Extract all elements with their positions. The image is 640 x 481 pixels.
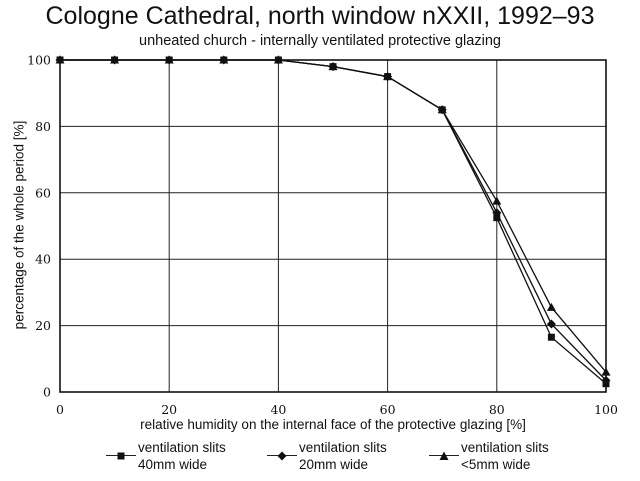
chart-subtitle: unheated church - internally ventilated …: [139, 33, 501, 49]
y-tick-label: 60: [35, 185, 51, 200]
x-axis-label: relative humidity on the internal face o…: [140, 417, 526, 432]
data-point-square: [547, 333, 555, 341]
tick-labels: 0 20 40 60 80 100 0 20 40 60 80 100: [27, 53, 618, 418]
y-axis-label: percentage of the whole period [%]: [11, 120, 27, 330]
series-group: [55, 55, 611, 388]
y-tick-label: 100: [27, 53, 51, 68]
legend-item-40mm: ventilation slits 40mm wide: [106, 440, 266, 476]
grid: [60, 60, 606, 392]
series-triangle: [55, 55, 611, 376]
series-line: [60, 59, 607, 381]
x-tick-label: 0: [56, 402, 64, 417]
legend-label-line1: ventilation slits: [299, 440, 387, 455]
x-tick-label: 40: [270, 402, 286, 417]
x-tick-label: 80: [489, 402, 505, 417]
y-tick-label: 0: [43, 385, 51, 400]
legend-label-line2: <5mm wide: [461, 457, 531, 472]
data-point-square: [493, 214, 501, 222]
diamond-marker-icon: [277, 451, 287, 461]
triangle-marker-icon: [439, 451, 449, 460]
series-diamond: [55, 55, 611, 385]
legend-item-5mm: ventilation slits <5mm wide: [429, 440, 599, 476]
x-tick-label: 100: [594, 402, 618, 417]
data-point-triangle: [383, 72, 393, 81]
data-point-triangle: [492, 196, 502, 205]
data-point-triangle: [546, 302, 556, 311]
x-tick-label: 60: [380, 402, 396, 417]
data-point-triangle: [437, 105, 447, 114]
data-point-diamond: [546, 319, 556, 329]
y-tick-label: 80: [35, 119, 51, 134]
x-tick-label: 20: [161, 402, 177, 417]
y-tick-label: 20: [35, 318, 51, 333]
legend-item-20mm: ventilation slits 20mm wide: [267, 440, 427, 476]
legend-label-line1: ventilation slits: [461, 440, 549, 455]
legend-label-line2: 20mm wide: [299, 457, 369, 472]
legend-label-line2: 40mm wide: [138, 457, 208, 472]
data-point-triangle: [328, 62, 338, 71]
data-point-diamond: [492, 208, 502, 218]
chart-title: Cologne Cathedral, north window nXXII, 1…: [45, 2, 595, 30]
plot-frame: [59, 59, 607, 393]
series-line: [60, 59, 607, 385]
y-tick-label: 40: [35, 252, 51, 267]
series-square: [56, 56, 610, 388]
square-marker-icon: [117, 452, 125, 460]
legend-label-line1: ventilation slits: [138, 440, 226, 455]
